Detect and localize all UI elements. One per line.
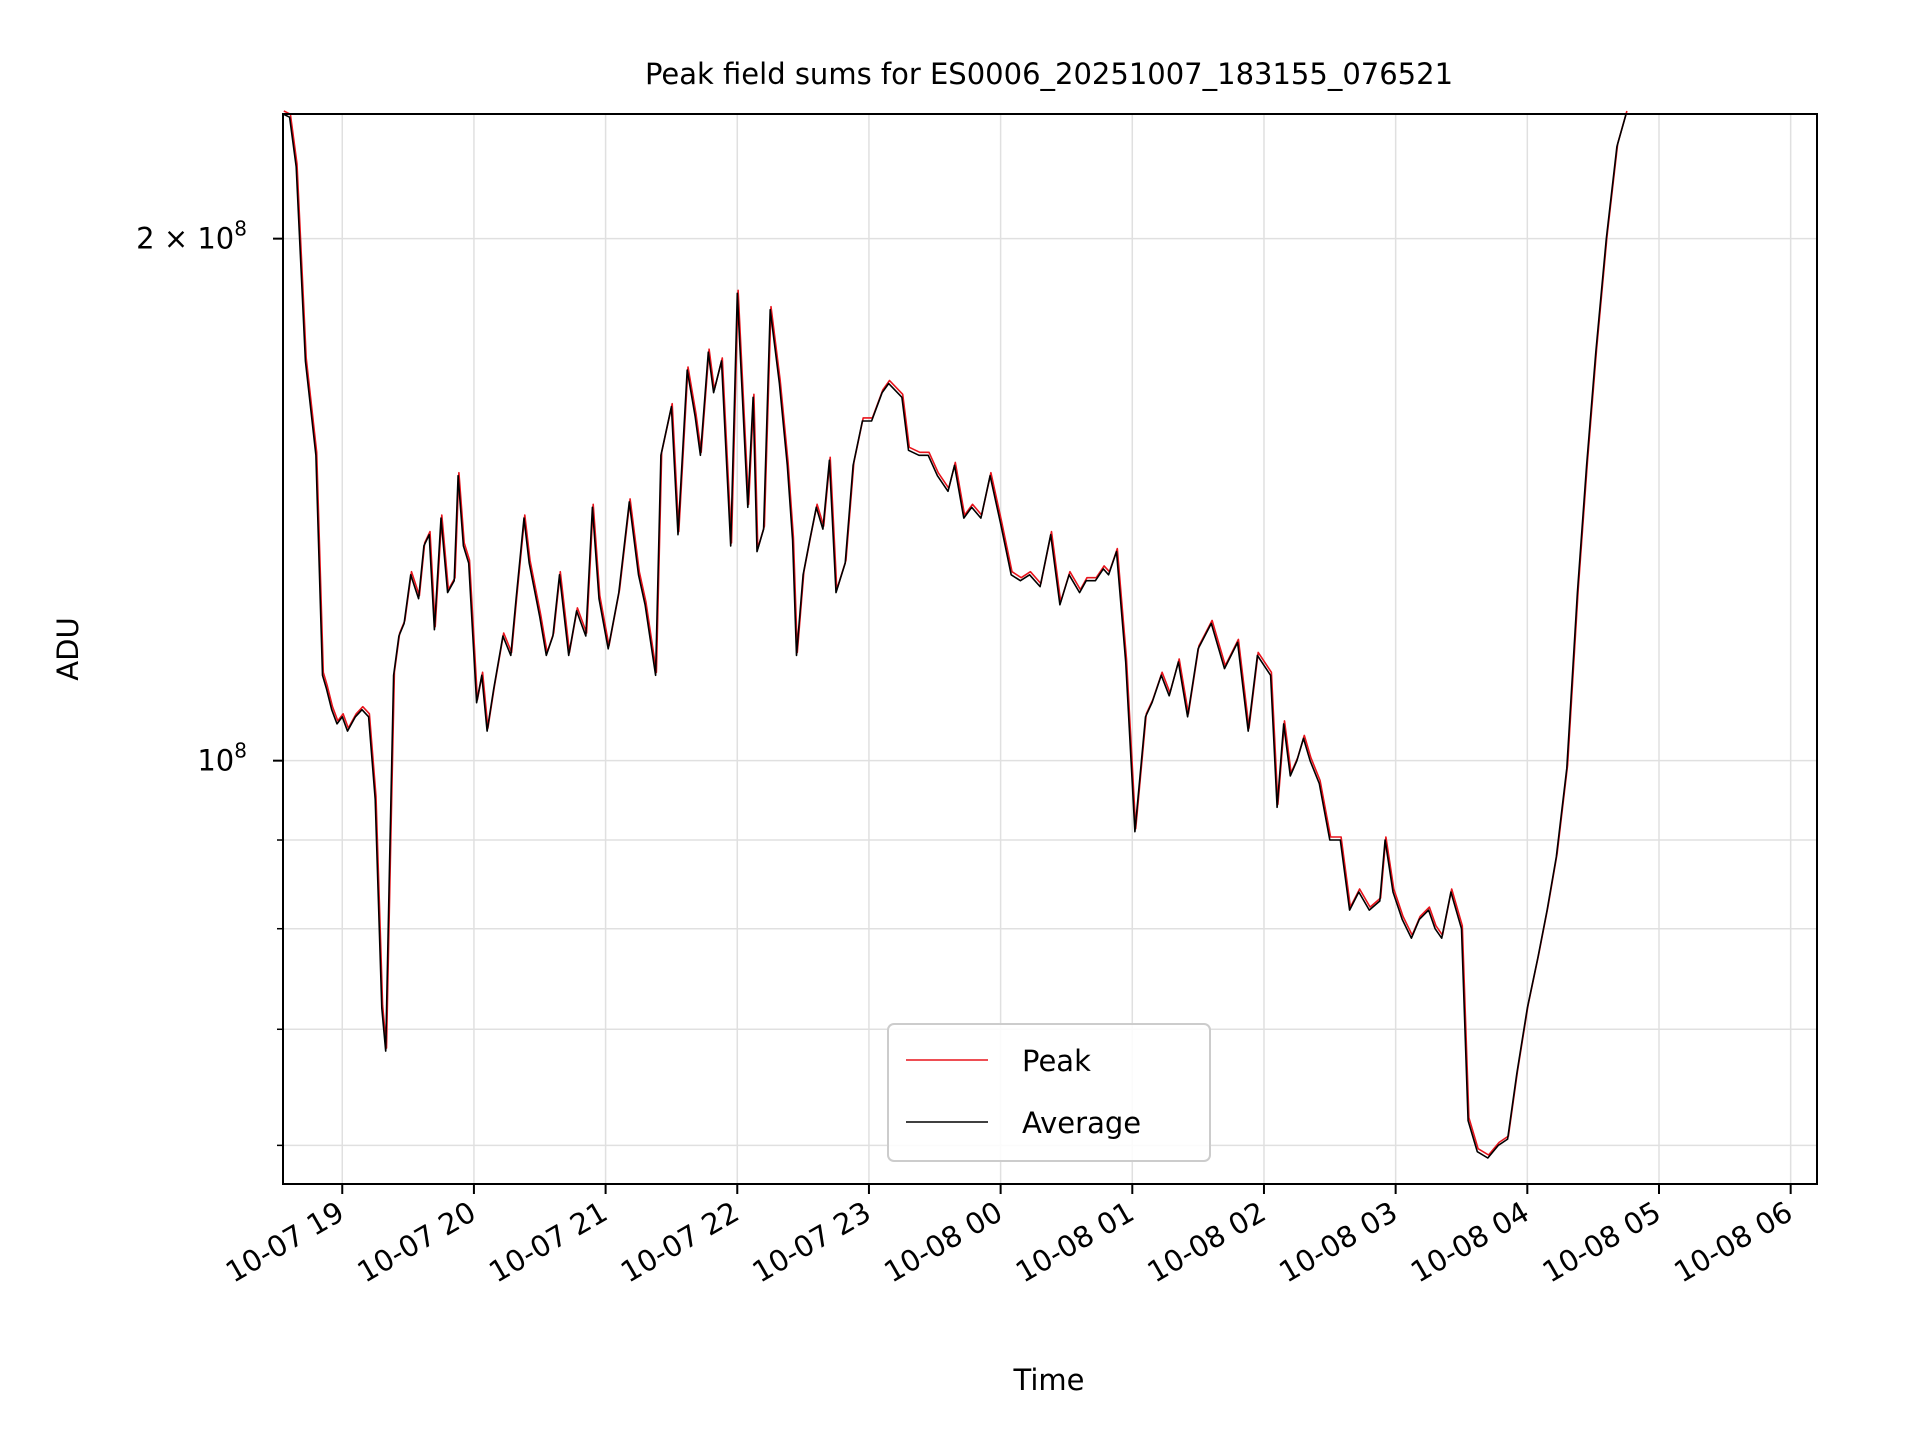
series-layer <box>282 110 1628 1159</box>
legend-box <box>887 1023 1211 1162</box>
y-axis-label: ADU <box>51 617 85 680</box>
series-line-average <box>282 113 1627 1159</box>
x-axis-label: Time <box>1013 1363 1085 1397</box>
y-axis: 108 2 × 108 <box>136 217 283 1147</box>
plot-frame <box>282 113 1818 1185</box>
legend-average-label: Average <box>1022 1106 1141 1140</box>
y-tick-label: 2 × 108 <box>136 217 247 256</box>
legend: Peak Average <box>887 1023 1211 1162</box>
y-tick-label: 108 <box>197 739 247 778</box>
legend-peak-label: Peak <box>1022 1044 1091 1078</box>
chart-title: Peak field sums for ES0006_20251007_1831… <box>645 57 1453 91</box>
